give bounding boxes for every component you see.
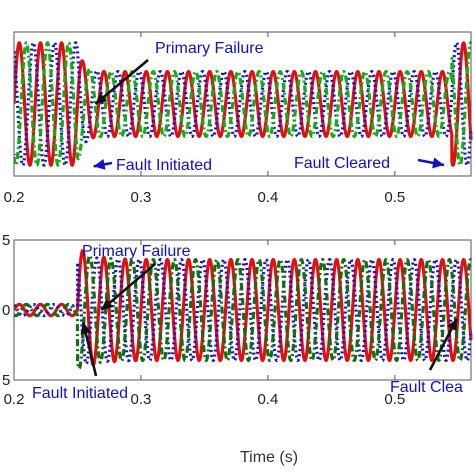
axes-box [13, 31, 472, 177]
ytick-labels-bottom: 5 0 5 [2, 232, 10, 389]
annotation-label: Fault Cleared [294, 155, 390, 172]
axes-bottom [13, 239, 472, 381]
annotation-arrowhead [93, 158, 106, 170]
ytick-label: 5 [2, 372, 10, 389]
series-group-bottom [14, 249, 473, 371]
annotation-label: Fault Initiated [116, 157, 212, 174]
xtick-label: 0.5 [384, 189, 405, 206]
xtick-label: 0.4 [257, 391, 278, 408]
series-line-3 [14, 253, 473, 371]
annotation-arrowhead [95, 92, 108, 104]
xtick-label: 0.3 [131, 391, 152, 408]
xtick-label: 0.3 [131, 189, 152, 206]
axes-top [13, 31, 472, 177]
panel-bottom: 0.2 0.3 0.4 0.5 5 0 5 Primary Failure Fault In… [2, 232, 473, 408]
annotation-arrowhead [80, 322, 92, 335]
series-group-top [14, 41, 473, 167]
annotations-top: Primary Failure Fault Initiated Fault Clea… [93, 40, 445, 174]
annotation-arrowhead [432, 157, 444, 169]
annotation-label: Primary Failure [155, 40, 264, 57]
ytick-label: 5 [2, 232, 10, 249]
xtick-label: 0.4 [257, 189, 278, 206]
x-axis-label: Time (s) [240, 449, 298, 466]
panel-top: 0.2 0.3 0.4 0.5 Primary Failure Fault Initia… [4, 31, 473, 206]
annotations-bottom: Primary Failure Fault Initiated Fault Clea [32, 243, 463, 402]
series-line-2 [14, 41, 473, 167]
annotation-arrow [94, 59, 149, 105]
xtick-labels-top: 0.2 0.3 0.4 0.5 [4, 189, 406, 206]
annotation-label: Fault Initiated [32, 385, 128, 402]
annotation-label: Primary Failure [82, 243, 191, 260]
annotation-arrowhead [101, 298, 114, 310]
xtick-label: 0.2 [4, 391, 25, 408]
xtick-label: 0.5 [384, 391, 405, 408]
annotation-label: Fault Clea [390, 379, 463, 396]
xtick-label: 0.2 [4, 189, 25, 206]
ytick-label: 0 [2, 302, 10, 319]
annotation-arrow [100, 263, 156, 311]
series-line-3 [14, 41, 473, 167]
xtick-labels-bottom: 0.2 0.3 0.4 0.5 [4, 391, 406, 408]
annotation-arrowhead [446, 319, 457, 332]
series-line-1 [14, 41, 473, 167]
